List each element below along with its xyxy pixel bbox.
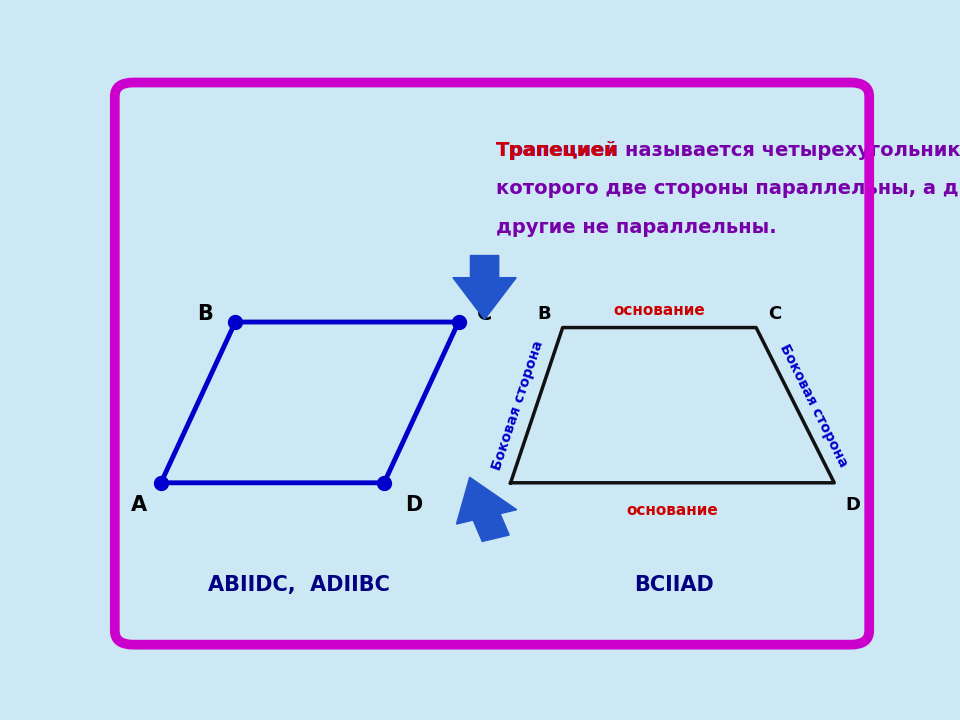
Text: A: A (131, 495, 147, 515)
Text: BCIIAD: BCIIAD (635, 575, 714, 595)
Text: D: D (405, 495, 422, 515)
Text: C: C (477, 304, 492, 324)
FancyArrow shape (456, 477, 516, 541)
Text: B: B (538, 305, 551, 323)
Text: Боковая сторона: Боковая сторона (490, 338, 546, 472)
Text: Трапецией называется четырехугольник, у: Трапецией называется четырехугольник, у (495, 140, 960, 160)
Text: C: C (768, 305, 781, 323)
Text: основание: основание (613, 303, 706, 318)
Text: Боковая сторона: Боковая сторона (778, 341, 851, 469)
Text: ABIIDC,  ADIIBC: ABIIDC, ADIIBC (207, 575, 390, 595)
Text: A: A (491, 496, 504, 514)
Text: B: B (198, 304, 213, 324)
Text: которого две стороны параллельны, а две: которого две стороны параллельны, а две (495, 179, 960, 199)
Text: основание: основание (627, 503, 718, 518)
Text: другие не параллельны.: другие не параллельны. (495, 218, 777, 238)
Text: Трапецией: Трапецией (495, 140, 618, 160)
Text: D: D (846, 496, 860, 514)
FancyArrow shape (453, 256, 516, 319)
